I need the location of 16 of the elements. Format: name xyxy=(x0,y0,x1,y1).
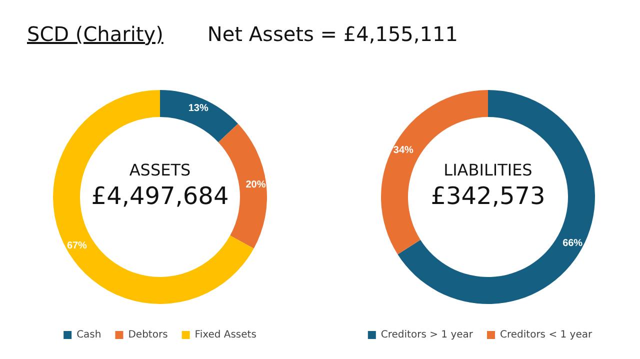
chart-title: SCD (Charity) xyxy=(27,22,164,46)
text: £4,497,684 xyxy=(91,182,229,210)
legend-label: Cash xyxy=(76,330,102,340)
data-label: 67% xyxy=(66,240,88,252)
text: LIABILITIES xyxy=(444,160,532,180)
legend-label: Creditors < 1 year xyxy=(500,330,593,340)
legend-label: Fixed Assets xyxy=(194,330,256,340)
text: £342,573 xyxy=(430,182,546,210)
data-label: 66% xyxy=(562,238,583,249)
legend-label: Debtors xyxy=(128,330,168,340)
data-label: 13% xyxy=(188,102,208,114)
data-label: 34% xyxy=(393,145,414,156)
text: Net Assets = £4,155,111 xyxy=(207,22,458,46)
text: ASSETS xyxy=(129,160,191,180)
legend-label: Creditors > 1 year xyxy=(380,330,474,340)
data-label: 20% xyxy=(246,179,266,190)
